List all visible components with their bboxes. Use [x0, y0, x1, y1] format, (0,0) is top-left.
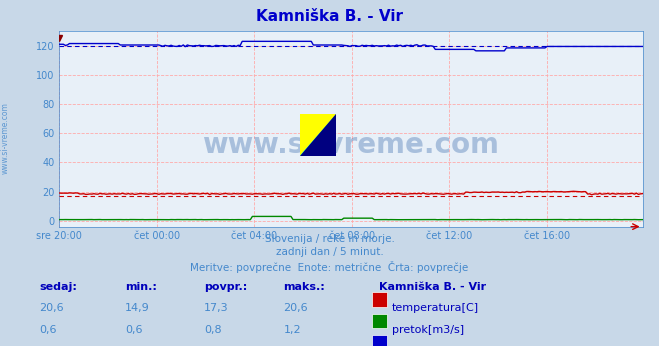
- Text: Slovenija / reke in morje.: Slovenija / reke in morje.: [264, 234, 395, 244]
- Text: www.si-vreme.com: www.si-vreme.com: [1, 102, 10, 174]
- Text: Meritve: povprečne  Enote: metrične  Črta: povprečje: Meritve: povprečne Enote: metrične Črta:…: [190, 261, 469, 273]
- Text: min.:: min.:: [125, 282, 157, 292]
- Text: povpr.:: povpr.:: [204, 282, 248, 292]
- Text: 0,6: 0,6: [125, 325, 143, 335]
- Text: 20,6: 20,6: [283, 303, 308, 313]
- Text: maks.:: maks.:: [283, 282, 325, 292]
- Text: Kamniška B. - Vir: Kamniška B. - Vir: [256, 9, 403, 24]
- Text: Kamniška B. - Vir: Kamniška B. - Vir: [379, 282, 486, 292]
- Text: 17,3: 17,3: [204, 303, 229, 313]
- Text: sedaj:: sedaj:: [40, 282, 77, 292]
- Text: 1,2: 1,2: [283, 325, 301, 335]
- Text: 0,6: 0,6: [40, 325, 57, 335]
- Text: 0,8: 0,8: [204, 325, 222, 335]
- Polygon shape: [300, 114, 336, 156]
- Text: www.si-vreme.com: www.si-vreme.com: [202, 130, 500, 158]
- Text: 20,6: 20,6: [40, 303, 64, 313]
- Text: 14,9: 14,9: [125, 303, 150, 313]
- Polygon shape: [300, 114, 336, 156]
- Text: zadnji dan / 5 minut.: zadnji dan / 5 minut.: [275, 247, 384, 257]
- Text: pretok[m3/s]: pretok[m3/s]: [392, 325, 464, 335]
- Text: temperatura[C]: temperatura[C]: [392, 303, 479, 313]
